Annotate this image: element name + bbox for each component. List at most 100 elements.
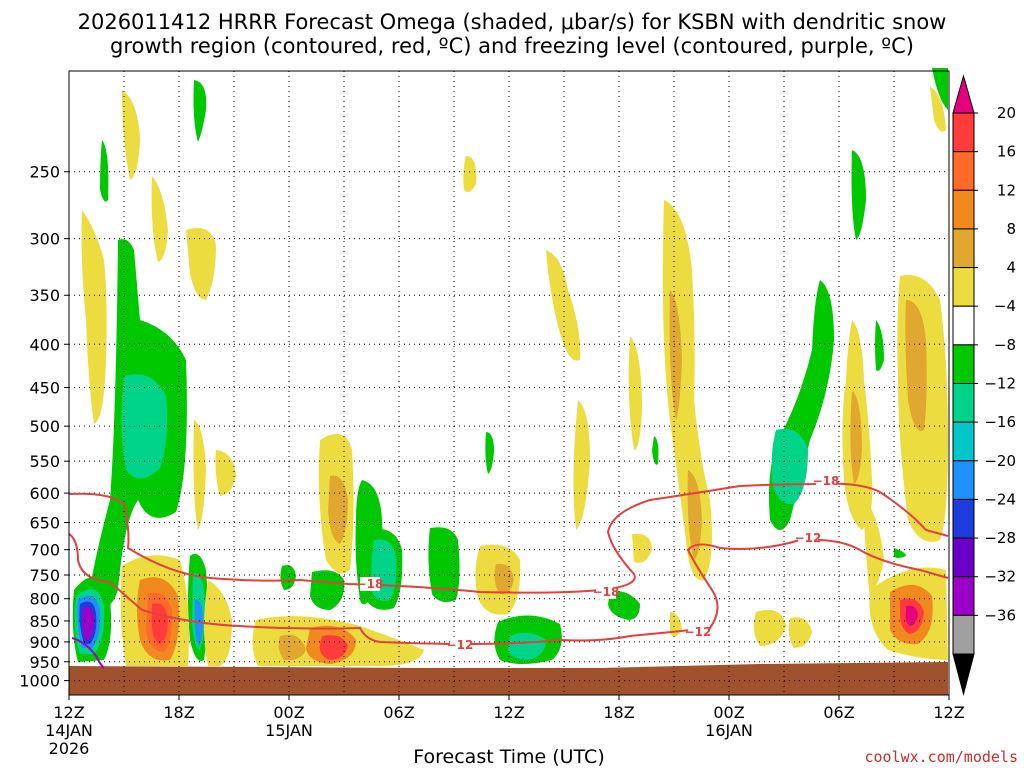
omega-area-yellow xyxy=(632,533,652,563)
colorbar-label: −20 xyxy=(984,452,1016,470)
y-tick-label: 800 xyxy=(29,590,60,609)
y-tick-label: 700 xyxy=(29,541,60,560)
y-tick-label: 350 xyxy=(29,286,60,305)
colorbar-label: −36 xyxy=(984,606,1016,624)
x-tick-label: 06Z xyxy=(823,703,854,722)
y-tick-label: 950 xyxy=(29,653,60,672)
omega-area-purple xyxy=(82,607,94,640)
x-tick-label: 18Z xyxy=(603,703,634,722)
x-tick-sublabel: 2026 xyxy=(49,739,90,758)
colorbar-label: −12 xyxy=(984,375,1016,393)
dgz-contour-label: −12 xyxy=(447,638,474,652)
omega-area-green xyxy=(193,80,207,142)
colorbar-segment xyxy=(952,383,975,423)
omega-area-yellow xyxy=(546,250,581,361)
x-tick-label: 00Z xyxy=(273,703,304,722)
dgz-contour-12 xyxy=(68,533,949,646)
x-tick-label: 12Z xyxy=(933,703,964,722)
omega-area-yellow xyxy=(122,90,140,180)
y-tick-label: 400 xyxy=(29,335,60,354)
omega-area-yellow xyxy=(463,156,477,192)
dgz-label-bg xyxy=(798,531,818,545)
omega-area-green xyxy=(100,140,109,202)
colorbar-label: −24 xyxy=(984,490,1016,508)
colorbar-label: 12 xyxy=(997,181,1016,199)
chart-title-line-2: growth region (contoured, red, ºC) and f… xyxy=(110,34,914,58)
omega-area-green xyxy=(894,548,906,558)
y-tick-label: 550 xyxy=(29,452,60,471)
omega-area-orange xyxy=(905,300,927,431)
omega-area-green xyxy=(310,570,345,610)
omega-area-green xyxy=(932,68,948,110)
colorbar-label: −16 xyxy=(984,413,1016,431)
y-tick-label: 300 xyxy=(29,230,60,249)
y-tick-label: 650 xyxy=(29,513,60,532)
dgz-label-bg xyxy=(450,638,470,652)
omega-area-yellow xyxy=(186,228,216,300)
freezing-level-contour xyxy=(71,637,105,669)
dgz-contour-label: −12 xyxy=(685,625,712,639)
x-tick-label: 06Z xyxy=(383,703,414,722)
omega-area-yellow xyxy=(573,400,590,530)
omega-area-green xyxy=(851,150,866,240)
colorbar-segment xyxy=(952,112,975,153)
colorbar-segment xyxy=(952,460,975,500)
colorbar-label: 4 xyxy=(1006,259,1016,277)
x-axis-label: Forecast Time (UTC) xyxy=(413,746,604,768)
colorbar-label: 8 xyxy=(1006,220,1016,238)
y-tick-label: 500 xyxy=(29,417,60,436)
omega-area-yellow xyxy=(662,200,712,581)
y-axis: 250 300 350 400 450 500 550 600 650 700 750 800 850 9… xyxy=(19,163,69,691)
y-tick-label: 600 xyxy=(29,484,60,503)
colorbar-label: −4 xyxy=(994,297,1016,315)
dgz-contour-label: −12 xyxy=(795,531,822,545)
y-tick-label: 900 xyxy=(29,633,60,652)
grid-lines xyxy=(69,71,949,695)
colorbar-segment xyxy=(952,228,975,269)
colorbar-label: 16 xyxy=(997,143,1016,161)
omega-area-yellow xyxy=(788,617,812,648)
colorbar-segment xyxy=(952,614,975,655)
y-tick-label: 250 xyxy=(29,163,60,182)
colorbar-label: 20 xyxy=(997,104,1016,122)
x-tick-label: 12Z xyxy=(493,703,524,722)
omega-area-yellow xyxy=(670,612,682,637)
omega-area-green xyxy=(875,320,884,371)
omega-area-yellow xyxy=(215,450,236,496)
dgz-contour-label: −18 xyxy=(357,577,384,591)
dgz-label-bg xyxy=(360,577,380,591)
dgz-label-bg xyxy=(816,474,836,488)
x-tick-label: 18Z xyxy=(163,703,194,722)
colorbar-segment xyxy=(952,576,975,616)
y-tick-label: 1000 xyxy=(19,672,60,691)
omega-area-yellow xyxy=(930,86,946,132)
omega-area-orange xyxy=(669,290,682,420)
colorbar-label: −28 xyxy=(984,529,1016,547)
y-tick-label: 450 xyxy=(29,378,60,397)
colorbar-segment xyxy=(952,305,975,346)
omega-area-yellow xyxy=(628,336,642,450)
colorbar-top-arrow xyxy=(952,74,975,114)
omega-area-orange xyxy=(328,475,348,544)
x-tick-sublabel: 15JAN xyxy=(265,721,313,740)
colorbar-segment xyxy=(952,344,975,385)
colorbar-segment xyxy=(952,421,975,462)
omega-area-red xyxy=(319,635,348,660)
dgz-contour-label: −18 xyxy=(813,474,840,488)
credit-text: coolwx.com/models xyxy=(864,748,1018,766)
x-tick-sublabel: 14JAN xyxy=(45,721,93,740)
colorbar-segment xyxy=(952,151,975,191)
omega-area-teal xyxy=(371,539,397,601)
x-tick-sublabel: 16JAN xyxy=(705,721,753,740)
x-tick-label: 00Z xyxy=(713,703,744,722)
x-tick-label: 12Z xyxy=(53,703,84,722)
chart-title-line-1: 2026011412 HRRR Forecast Omega (shaded, … xyxy=(78,10,947,34)
omega-area-yellow xyxy=(151,176,168,262)
omega-area-green xyxy=(428,527,460,602)
dgz-label-bg xyxy=(688,625,708,639)
colorbar-bottom-arrow xyxy=(952,653,975,696)
colorbar-segment xyxy=(952,267,975,307)
omega-area-yellow xyxy=(193,420,206,530)
